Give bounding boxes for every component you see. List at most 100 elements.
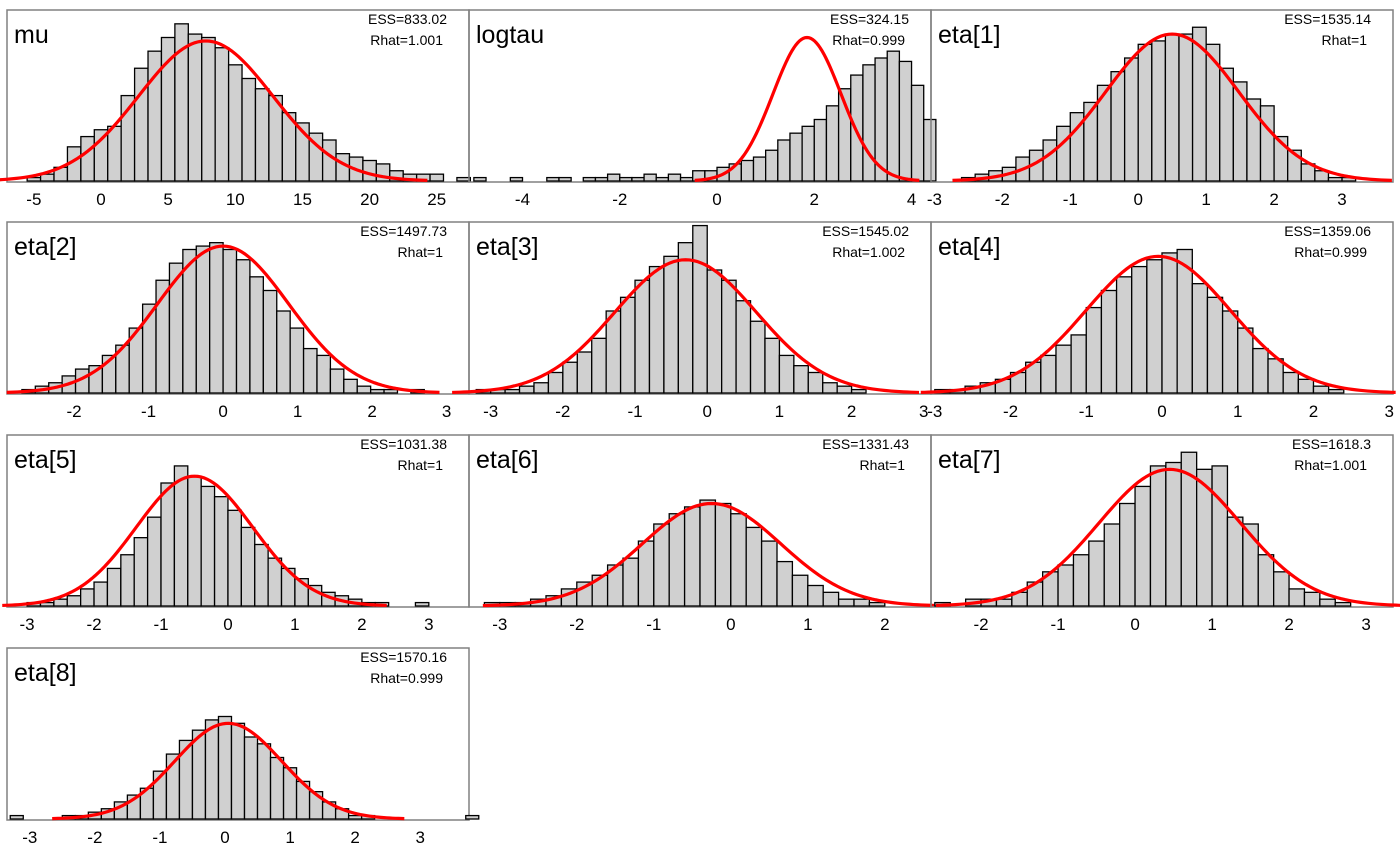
- histogram-bar: [714, 502, 732, 607]
- ess-label: ESS=324.15: [830, 11, 909, 27]
- histogram-bar: [269, 756, 285, 820]
- x-tick-label: -5: [26, 190, 41, 209]
- histogram-bar: [1083, 101, 1099, 182]
- histogram-bar: [591, 337, 607, 394]
- histogram-bar: [605, 310, 622, 394]
- histogram-bar: [227, 509, 243, 607]
- histogram-bar: [765, 149, 779, 182]
- histogram-bar: [1070, 334, 1087, 394]
- histogram-bar: [465, 814, 480, 820]
- histogram-bar: [1134, 485, 1152, 607]
- histogram-bar: [1334, 601, 1352, 607]
- x-tick-label: 2: [880, 615, 889, 634]
- histogram-bar: [249, 276, 264, 394]
- histogram-bar: [383, 388, 399, 394]
- histogram-bar: [594, 176, 609, 182]
- x-tick-label: -3: [20, 615, 35, 634]
- panel-frame: [930, 9, 1394, 183]
- histogram-bar: [677, 242, 694, 394]
- histogram-bar: [362, 159, 377, 182]
- panel-logtau: logtau ESS=324.15 Rhat=0.999 -4 -2 0 2 4: [468, 9, 937, 209]
- histogram-bar: [1057, 564, 1075, 607]
- histogram-bar: [1040, 354, 1057, 394]
- rhat-label: Rhat=1.001: [370, 32, 443, 48]
- histogram-bar: [1164, 33, 1180, 182]
- histogram-bar: [776, 560, 794, 607]
- x-tick-label: -2: [555, 402, 570, 421]
- histogram-bar: [547, 371, 564, 394]
- ess-label: ESS=1497.73: [360, 223, 447, 239]
- x-tick-label: 3: [442, 402, 451, 421]
- histogram-bar: [822, 382, 838, 394]
- histogram-bar: [1119, 502, 1136, 607]
- density-curve: [694, 35, 920, 182]
- histogram-bar: [813, 118, 828, 182]
- panel-frame: [6, 647, 470, 821]
- histogram-bar: [209, 242, 224, 394]
- density-curve: [935, 467, 1400, 608]
- x-tick-label: 1: [1233, 402, 1242, 421]
- histogram-bar: [735, 300, 752, 394]
- panel-title: eta[7]: [938, 446, 1001, 474]
- density-curve: [452, 258, 920, 395]
- rhat-label: Rhat=1: [397, 457, 443, 473]
- x-tick-label: 15: [293, 190, 312, 209]
- histogram-bar: [243, 736, 259, 820]
- histogram-bar: [504, 388, 521, 394]
- x-tick-label: 2: [367, 402, 376, 421]
- x-tick-label: 2: [1284, 615, 1293, 634]
- histogram-bar: [107, 125, 122, 182]
- x-tick-label: 2: [1309, 402, 1318, 421]
- histogram-bar: [546, 176, 560, 182]
- histogram-bar: [200, 485, 216, 607]
- histogram-bar: [683, 506, 701, 607]
- histogram-bar: [356, 385, 372, 394]
- x-tick-label: 1: [775, 402, 784, 421]
- histogram-bar: [764, 337, 781, 394]
- rhat-label: Rhat=0.999: [370, 670, 443, 686]
- histogram-bar: [1103, 523, 1121, 607]
- histogram-bar: [187, 475, 202, 607]
- x-tick-label: -1: [1050, 615, 1065, 634]
- histogram-bar: [9, 814, 24, 820]
- histogram-bar: [268, 94, 283, 182]
- histogram-bar: [868, 601, 886, 607]
- x-tick-label: 2: [847, 402, 856, 421]
- histogram-bar: [622, 557, 640, 607]
- histogram-bar: [276, 310, 291, 394]
- rhat-label: Rhat=1.001: [1294, 457, 1367, 473]
- x-tick-label: 1: [1207, 615, 1216, 634]
- histogram-bar: [473, 176, 487, 182]
- x-tick-label: 0: [712, 190, 721, 209]
- x-tick-label: 25: [427, 190, 446, 209]
- histogram-bar: [667, 173, 682, 182]
- x-tick-label: 0: [1157, 402, 1166, 421]
- histogram-bar: [1327, 176, 1343, 182]
- x-tick-label: -3: [492, 615, 507, 634]
- histogram-bar: [1161, 252, 1178, 394]
- density-curve: [920, 254, 1396, 395]
- histogram-bar: [822, 591, 840, 607]
- x-tick-label: 2: [810, 190, 819, 209]
- histogram-bar: [1297, 378, 1315, 394]
- histogram-bar: [533, 382, 550, 394]
- histogram-bar: [558, 176, 572, 182]
- rhat-label: Rhat=1: [1321, 32, 1367, 48]
- x-tick-label: 0: [1133, 190, 1142, 209]
- histogram-bar: [429, 173, 445, 182]
- histogram-bar: [730, 513, 747, 607]
- x-tick-label: 1: [290, 615, 299, 634]
- histogram-bar: [80, 588, 95, 607]
- histogram-bar: [898, 60, 913, 182]
- histogram-bar: [1149, 465, 1167, 607]
- histogram-bar: [254, 543, 269, 607]
- panel-eta-6: eta[6] ESS=1331.43 Rhat=1 -3 -2 -1 0 1 2: [468, 434, 941, 634]
- x-tick-label: 3: [919, 402, 928, 421]
- histogram-bar: [1191, 283, 1209, 394]
- x-tick-label: -3: [483, 402, 498, 421]
- x-tick-label: -2: [995, 190, 1010, 209]
- x-tick-label: 1: [293, 402, 302, 421]
- histogram-bar: [1085, 306, 1103, 394]
- rhat-label: Rhat=1: [859, 457, 905, 473]
- histogram-bar: [1288, 588, 1306, 607]
